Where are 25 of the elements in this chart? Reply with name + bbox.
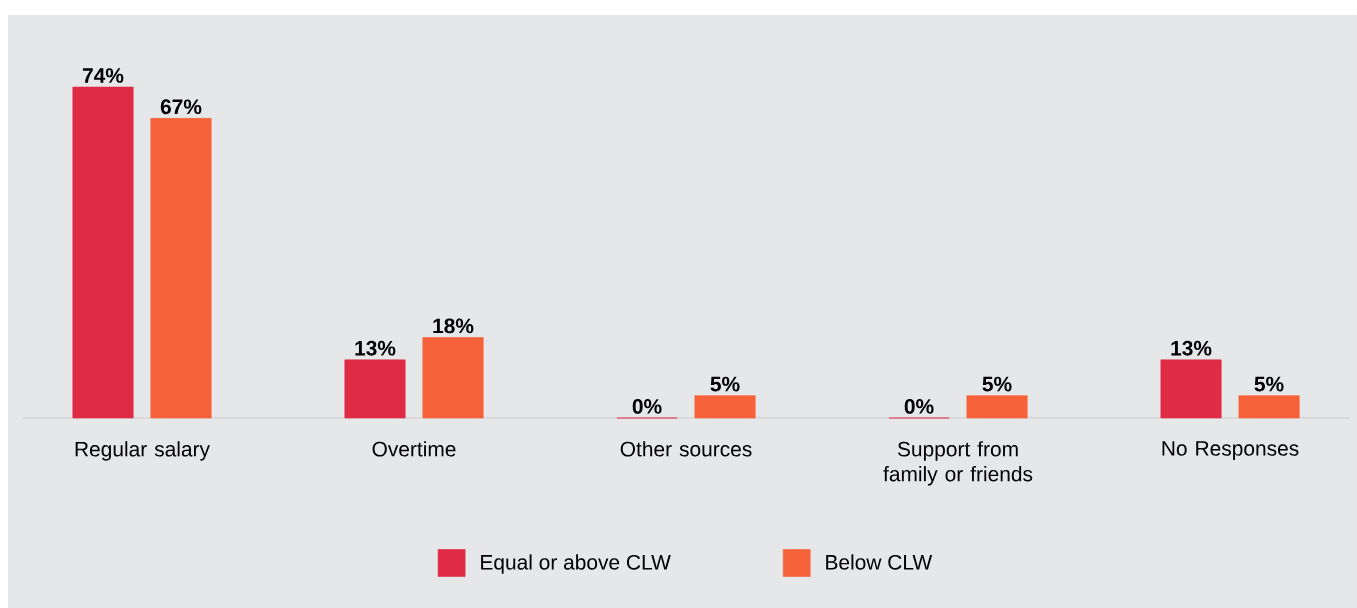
bar	[1238, 395, 1300, 419]
x-tick-label: Other sources	[620, 441, 752, 457]
data-label: 5%	[1254, 376, 1284, 392]
x-tick-label: Regular salary	[75, 441, 210, 461]
data-label: 5%	[982, 376, 1012, 392]
data-label: 5%	[710, 376, 740, 392]
bar	[422, 337, 484, 419]
bar	[1160, 359, 1222, 419]
legend-label: Equal or above CLW	[481, 554, 671, 574]
bar	[344, 359, 406, 419]
x-tick-label: Support from family or friends	[883, 441, 1033, 486]
x-tick-label: Overtime	[372, 441, 456, 457]
data-label: 13%	[1171, 340, 1212, 356]
data-label: 13%	[355, 340, 396, 356]
data-label: 0%	[904, 398, 934, 414]
data-label: 67%	[160, 99, 202, 115]
bar	[966, 395, 1028, 419]
bar	[694, 395, 756, 419]
bar	[150, 118, 212, 419]
legend-label: Below CLW	[826, 554, 933, 570]
data-label: 18%	[433, 318, 474, 334]
data-label: 0%	[632, 398, 662, 414]
data-label: 74%	[82, 68, 124, 83]
bar	[72, 86, 134, 419]
x-tick-label: No Responses	[1162, 441, 1299, 460]
